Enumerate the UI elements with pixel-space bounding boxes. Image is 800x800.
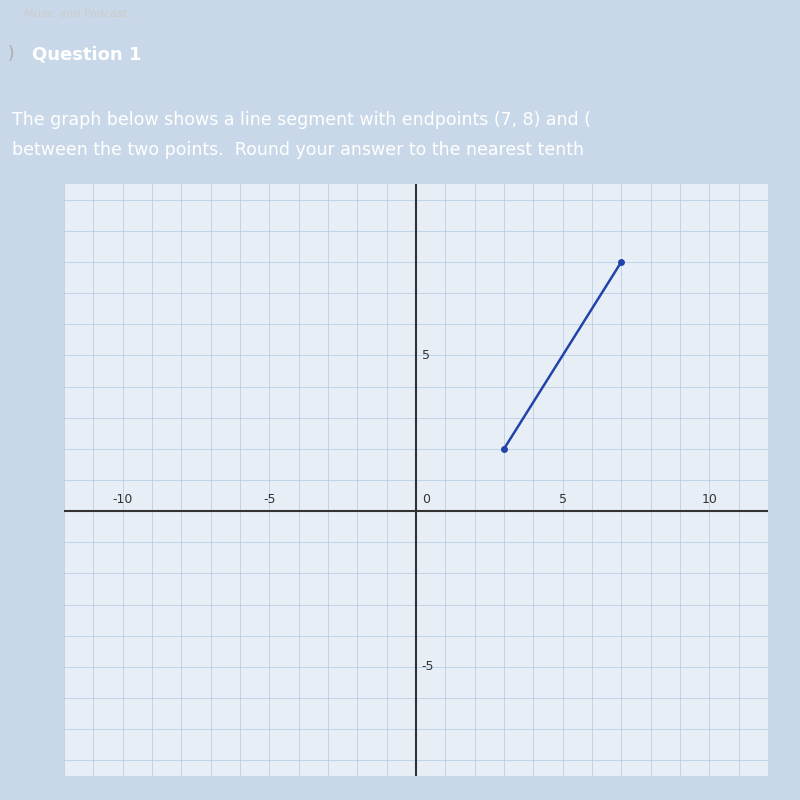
Text: 5: 5: [558, 494, 566, 506]
Text: -5: -5: [422, 661, 434, 674]
Text: The graph below shows a line segment with endpoints (7, 8) and (: The graph below shows a line segment wit…: [12, 110, 591, 129]
Text: Question 1: Question 1: [32, 45, 142, 63]
Text: 10: 10: [702, 494, 718, 506]
Text: ): ): [8, 45, 14, 63]
Text: between the two points.  Round your answer to the nearest tenth: between the two points. Round your answe…: [12, 142, 584, 159]
Text: -10: -10: [113, 494, 133, 506]
Text: Music and Podcast...: Music and Podcast...: [24, 9, 138, 19]
Text: 0: 0: [422, 494, 430, 506]
Text: 5: 5: [422, 349, 430, 362]
Text: -5: -5: [263, 494, 275, 506]
